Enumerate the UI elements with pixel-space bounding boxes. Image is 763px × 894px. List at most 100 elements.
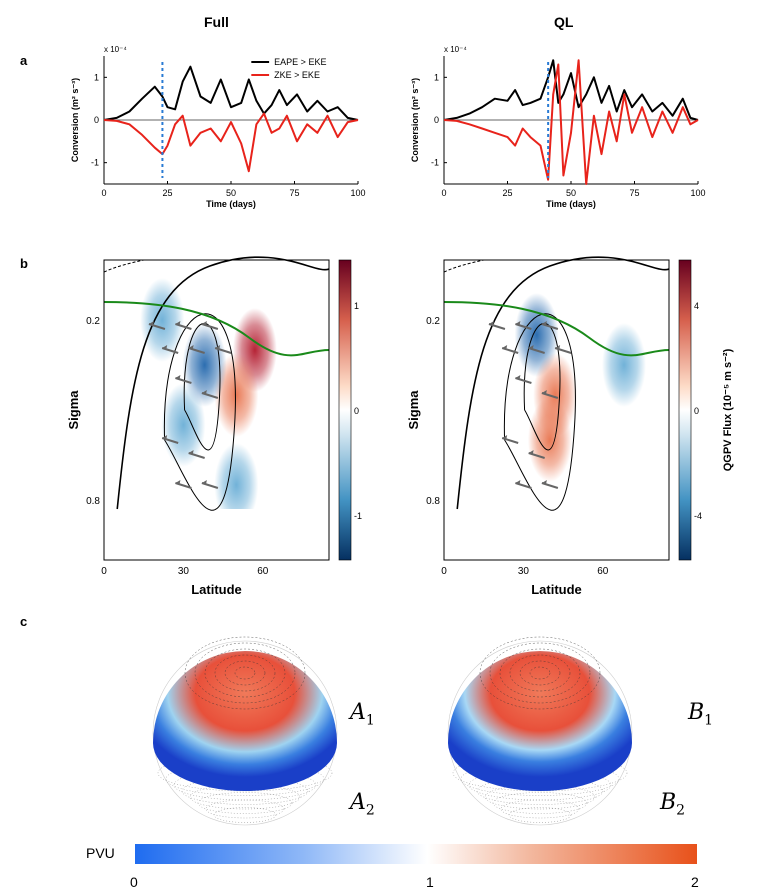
flux-arrowhead (515, 321, 521, 326)
y-tick-label: 0.2 (426, 316, 440, 327)
flux-arrowhead (541, 321, 547, 326)
grid-dots (197, 792, 293, 814)
colorbar-tick: -1 (354, 511, 362, 521)
contour-jet-inner (183, 322, 221, 451)
contour-jet (163, 313, 236, 511)
y-tick-label: 0 (434, 115, 439, 125)
y-tick-label: 0.8 (426, 496, 440, 507)
contour-jet-inner (523, 322, 561, 451)
series-line-zke-eke (443, 59, 699, 185)
panel-label-a: a (20, 53, 28, 68)
flux-arrowhead (175, 480, 181, 485)
series-line-zke-eke (103, 112, 359, 173)
flux-arrowhead (488, 321, 494, 326)
flux-arrowhead (188, 450, 194, 455)
pvu-label: PVU (86, 845, 115, 861)
flux-arrowhead (188, 345, 194, 350)
legend-label: ZKE > EKE (274, 70, 320, 80)
pvu-tick-0: 0 (130, 874, 138, 890)
colorbar-tick: 4 (694, 301, 699, 311)
pv-sphere-ql (447, 636, 633, 826)
colorbar-label: QGPV Flux (10⁻⁵ m s⁻²) (722, 348, 734, 471)
contour-zero (116, 256, 330, 510)
qgpv-flux-ql: 0 30 60 0.2 0.8 Latitude Sigma 4 0 -4 QGPV Flux (1… (406, 256, 734, 597)
flux-blob (527, 398, 572, 482)
x-axis-label: Time (days) (546, 199, 596, 209)
flux-arrowhead (162, 345, 168, 350)
label-a1: A1 (350, 700, 375, 729)
flux-blob (214, 443, 259, 509)
x-axis-label: Latitude (191, 582, 242, 597)
y-tick-label: -1 (91, 158, 99, 168)
x-tick-label: 30 (178, 566, 190, 577)
y-tick-label: 0.2 (86, 316, 100, 327)
series-line-eape-eke (103, 65, 359, 121)
heatmap-field (514, 293, 646, 482)
y-tick-label: 1 (434, 72, 439, 82)
contour-negative (103, 259, 144, 273)
conversion-chart-ql: 0 25 50 75 100 1 0 -1 x 10⁻⁴ Time (days) Conversio… (410, 45, 706, 209)
x-tick-label: 50 (566, 188, 576, 198)
conversion-chart-full: 0 25 50 75 100 1 0 -1 x 10⁻⁴ Time (days) Conversio… (70, 45, 366, 209)
flux-blob (140, 278, 185, 362)
streamline (204, 648, 286, 698)
colorbar (338, 259, 352, 561)
flux-arrowhead (502, 435, 508, 440)
pv-cap (153, 651, 337, 791)
flux-arrowhead (541, 480, 547, 485)
x-tick-label: 0 (441, 188, 446, 198)
label-b2: B2 (660, 790, 686, 819)
x-axis-label: Latitude (531, 582, 582, 597)
streamline (489, 642, 591, 704)
tropopause-line (103, 301, 330, 357)
y-axis-label: Sigma (406, 390, 421, 430)
x-tick-label: 60 (257, 566, 269, 577)
qgpv-flux-full: 0 30 60 0.2 0.8 Latitude Sigma 1 0 -1 (66, 256, 362, 597)
y-axis-label: Conversion (m² s⁻³) (410, 78, 420, 162)
x-tick-label: 50 (226, 188, 236, 198)
grid-dots (173, 769, 317, 801)
grid-dots (468, 769, 612, 801)
pv-cap (448, 651, 632, 791)
x-axis-label: Time (days) (206, 199, 256, 209)
x-tick-label: 0 (101, 566, 107, 577)
x-tick-label: 100 (690, 188, 705, 198)
y-axis-label: Sigma (66, 390, 81, 430)
flux-blob (602, 323, 646, 407)
colorbar-tick: 1 (354, 301, 359, 311)
grid-dots (205, 799, 285, 819)
y-tick-label: 1 (94, 72, 99, 82)
streamline (529, 666, 551, 680)
label-a2: A2 (350, 790, 375, 819)
flux-arrowhead (201, 321, 207, 326)
colorbar (678, 259, 692, 561)
grid-dots (452, 754, 628, 792)
plot-frame (103, 259, 330, 561)
label-b1: B1 (688, 700, 714, 729)
flux-blob (182, 323, 227, 407)
streamline (194, 642, 296, 704)
tropopause-line (443, 301, 670, 357)
panel-label-b: b (20, 256, 28, 271)
streamline (224, 660, 266, 686)
grid-dots (492, 792, 588, 814)
x-tick-label: 0 (441, 566, 447, 577)
contour-zero (456, 256, 670, 510)
x-tick-label: 30 (518, 566, 530, 577)
series-line-eape-eke (443, 59, 699, 121)
flux-arrowhead (528, 345, 534, 350)
pv-sphere-full (152, 636, 338, 826)
plot-frame (443, 259, 670, 561)
y-exponent: x 10⁻⁴ (104, 45, 127, 54)
flux-arrowhead (148, 321, 154, 326)
grid-dots (213, 807, 277, 823)
grid-dots (500, 799, 580, 819)
streamline (234, 666, 256, 680)
colorbar-tick: -4 (694, 511, 702, 521)
colorbar-tick: 0 (694, 406, 699, 416)
flux-arrowhead (215, 345, 221, 350)
flux-arrowhead (162, 435, 168, 440)
x-tick-label: 75 (629, 188, 639, 198)
y-tick-label: 0 (94, 115, 99, 125)
flux-arrowhead (175, 375, 181, 380)
